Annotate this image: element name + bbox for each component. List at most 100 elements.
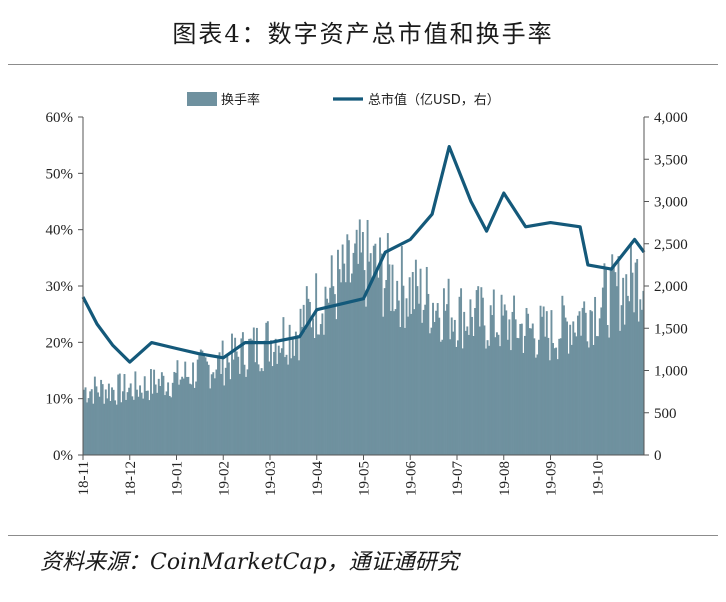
turnover-bar: [207, 364, 210, 455]
turnover-bar: [561, 295, 564, 455]
turnover-bar: [573, 332, 576, 455]
turnover-bar: [93, 376, 96, 455]
turnover-bar: [525, 307, 528, 455]
turnover-bar: [260, 368, 263, 455]
turnover-bar: [117, 374, 120, 455]
turnover-bar: [318, 334, 321, 455]
turnover-bar: [109, 400, 112, 455]
y-left-tick-label: 20%: [46, 335, 74, 351]
turnover-bar: [457, 340, 459, 455]
turnover-bar: [427, 293, 430, 455]
turnover-bar: [467, 334, 470, 455]
turnover-bar: [594, 296, 597, 455]
turnover-bar: [552, 343, 554, 455]
turnover-bar: [597, 336, 600, 455]
turnover-bar: [198, 354, 201, 455]
turnover-bar: [121, 391, 124, 455]
turnover-bar: [337, 249, 339, 455]
turnover-bar: [201, 350, 204, 455]
turnover-bar: [461, 348, 464, 455]
turnover-bar: [145, 390, 148, 455]
turnover-bar: [545, 311, 548, 455]
turnover-bar: [262, 371, 265, 455]
turnover-bar: [190, 384, 193, 455]
turnover-bar: [583, 301, 586, 455]
turnover-bar: [346, 234, 349, 455]
turnover-bar: [326, 298, 329, 455]
turnover-bar: [171, 382, 174, 455]
turnover-bar: [156, 392, 159, 455]
legend-label-market-cap: 总市值（亿USD，右）: [368, 92, 500, 108]
turnover-bar: [548, 360, 551, 455]
turnover-bar: [162, 375, 165, 455]
x-tick-label: 19-09: [544, 461, 560, 496]
turnover-bar: [204, 357, 207, 455]
turnover-bar: [453, 319, 456, 455]
turnover-bar: [407, 316, 410, 455]
turnover-bar: [307, 298, 310, 455]
turnover-bar: [495, 332, 498, 455]
turnover-bar: [428, 333, 431, 455]
turnover-bar: [209, 388, 212, 455]
x-tick-label: 19-07: [450, 461, 466, 496]
x-tick-label: 19-02: [216, 461, 232, 496]
turnover-bar: [382, 316, 385, 455]
turnover-bar: [620, 305, 623, 455]
turnover-bar: [576, 315, 579, 455]
turnover-bar: [273, 351, 276, 455]
turnover-bar: [241, 332, 244, 455]
turnover-bar: [605, 269, 607, 455]
turnover-bar: [399, 327, 402, 455]
turnover-bar: [206, 361, 209, 455]
turnover-bar: [231, 333, 233, 455]
turnover-bar: [587, 347, 590, 455]
turnover-bar: [135, 389, 138, 455]
turnover-bar: [92, 403, 95, 455]
turnover-bar: [612, 265, 615, 455]
turnover-bar: [629, 242, 632, 455]
turnover-bar: [237, 356, 240, 455]
turnover-bar: [223, 385, 226, 455]
turnover-bar: [282, 317, 285, 455]
turnover-bar: [196, 359, 199, 455]
turnover-bar: [524, 335, 526, 455]
y-right-tick-label: 0: [654, 448, 662, 464]
turnover-bar: [615, 286, 618, 455]
turnover-bar: [101, 384, 104, 455]
y-left-tick-label: 40%: [46, 223, 74, 239]
turnover-bar: [349, 282, 352, 455]
turnover-bar: [601, 287, 604, 455]
turnover-bar: [164, 395, 166, 455]
turnover-bar: [344, 282, 347, 455]
turnover-bar: [508, 319, 511, 455]
turnover-bar: [603, 263, 606, 455]
turnover-bar: [486, 340, 489, 455]
turnover-bar: [363, 270, 366, 455]
turnover-bar: [606, 325, 609, 455]
turnover-bar: [185, 376, 188, 455]
turnover-bar: [499, 346, 501, 455]
turnover-bar: [324, 286, 327, 455]
turnover-bar: [569, 324, 572, 455]
turnover-bar: [469, 299, 472, 455]
turnover-bar: [506, 339, 509, 455]
turnover-bar: [559, 338, 562, 455]
turnover-bar: [634, 262, 637, 455]
turnover-bar: [411, 272, 414, 455]
turnover-bar: [319, 324, 322, 455]
turnover-bar: [458, 296, 461, 455]
turnover-bar: [139, 385, 142, 455]
turnover-bar: [408, 277, 411, 455]
turnover-bar: [466, 326, 469, 455]
turnover-bar: [424, 304, 427, 455]
turnover-bar: [111, 387, 113, 455]
y-right-tick-label: 1,000: [654, 364, 688, 380]
turnover-bar: [343, 263, 346, 455]
turnover-bar: [134, 371, 137, 455]
turnover-bar: [285, 354, 288, 455]
turnover-bar: [301, 326, 304, 455]
turnover-bar: [235, 351, 238, 455]
turnover-bar: [251, 339, 254, 455]
turnover-bar: [182, 378, 185, 455]
turnover-bar: [511, 311, 514, 455]
